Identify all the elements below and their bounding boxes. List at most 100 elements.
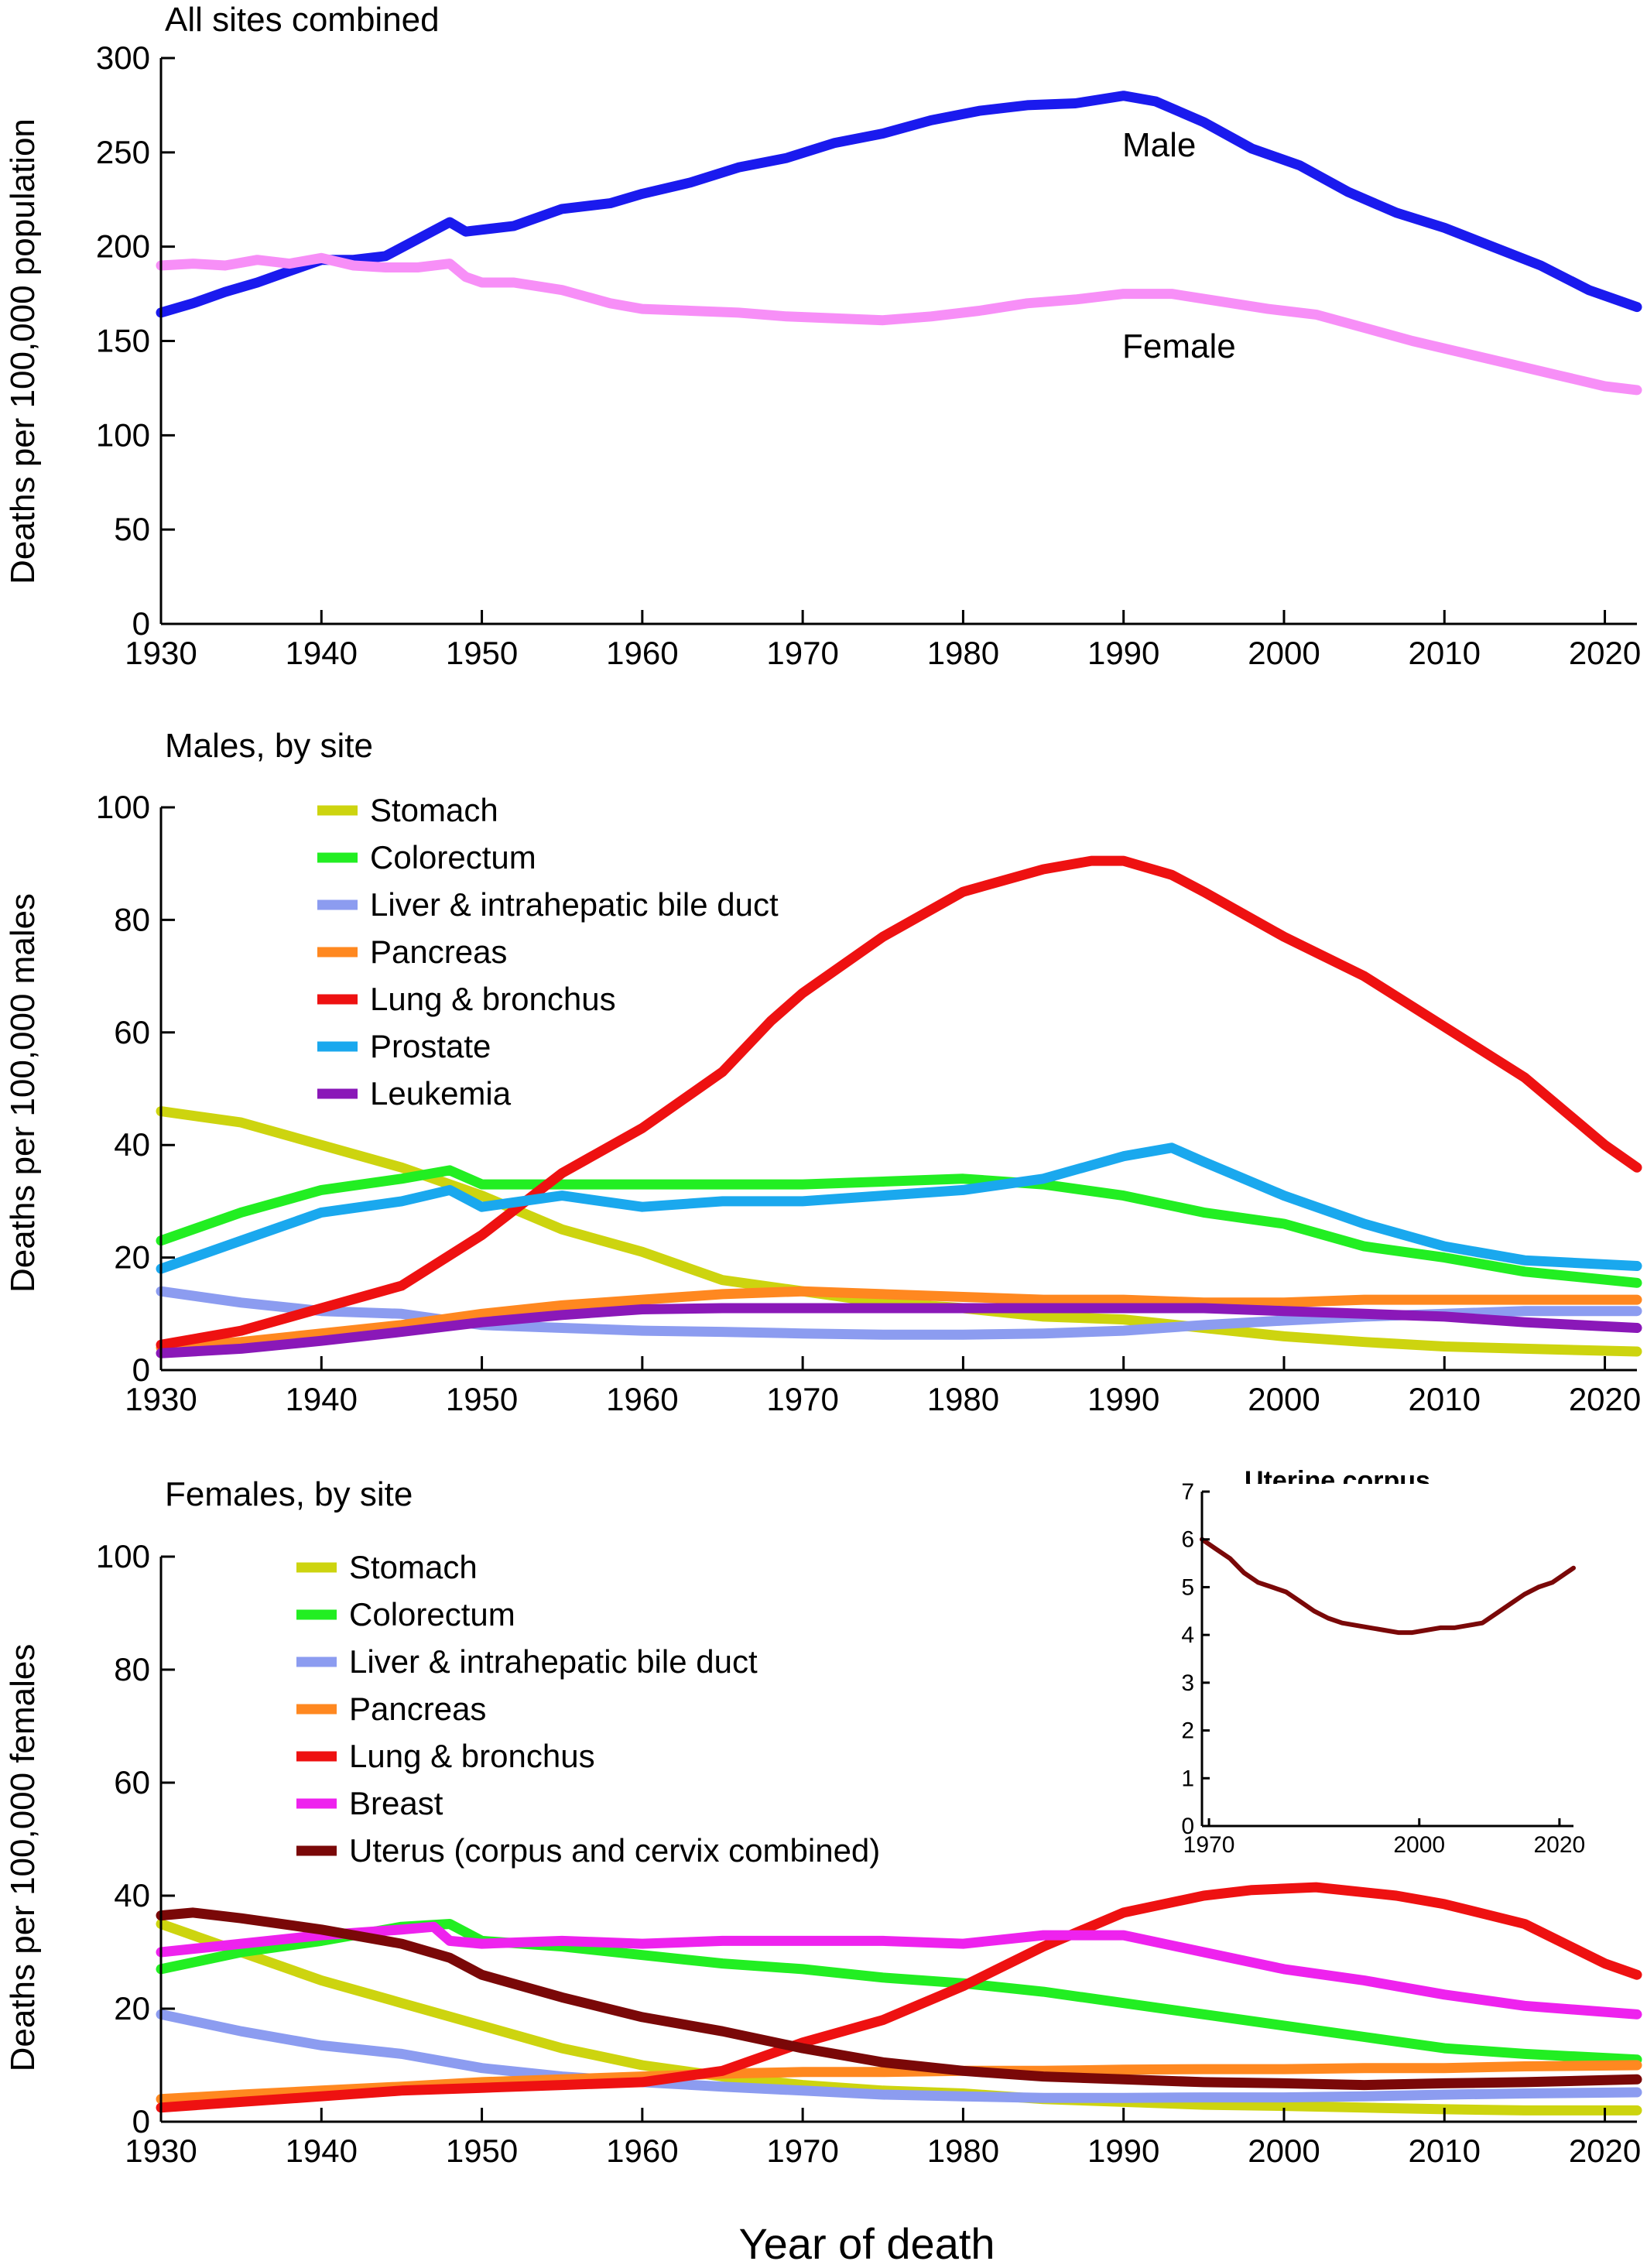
y-tick-label: 2 [1181,1718,1194,1744]
y-tick-label: 3 [1181,1670,1194,1696]
y-tick-label: 200 [96,228,150,265]
x-tick-label: 1940 [286,2133,358,2169]
panel-females: Females, by site Deaths per 100,000 fema… [4,1475,1642,2169]
inset-background [1186,1484,1589,1841]
x-tick-label: 1960 [606,1381,678,1417]
legend-entry: Uterus (corpus and cervix combined) [349,1832,880,1869]
series-line-lung-bronchus [156,855,1642,1350]
y-tick-label: 100 [96,1538,150,1574]
series-line-female [156,252,1642,396]
legend-entry: Prostate [370,1028,491,1064]
series-line-uterine-corpus [1200,1537,1576,1636]
y-tick-label: 300 [96,39,150,76]
panel-all-sites: All sites combined Deaths per 100,000 po… [4,1,1642,671]
legend-entry: Lung & bronchus [370,981,616,1017]
x-tick-label: 1950 [446,1381,518,1417]
y-tick-label: 0 [1181,1814,1194,1839]
x-tick-label: 1990 [1087,1381,1159,1417]
y-tick-label: 80 [114,1651,150,1687]
y-tick-label: 60 [114,1764,150,1800]
x-tick-label: 1940 [286,1381,358,1417]
series-line-pancreas [156,1286,1642,1353]
series-line-lung-bronchus [156,1882,1642,2113]
y-tick-label: 150 [96,323,150,359]
y-tick-label: 0 [132,605,150,642]
x-tick-label: 1990 [1087,2133,1159,2169]
y-tick-label: 40 [114,1877,150,1913]
y-tick-label: 100 [96,789,150,825]
legend-entry: Breast [349,1785,443,1821]
series-line-colorectum [156,1165,1642,1288]
x-tick-label: 1990 [1087,635,1159,671]
y-tick-label: 7 [1181,1479,1194,1505]
x-tick-label: 1980 [927,2133,999,2169]
x-tick-label: 1930 [125,1381,197,1417]
x-tick-label: 1970 [1183,1832,1235,1858]
legend-entry: Leukemia [370,1075,512,1112]
y-tick-label: 6 [1181,1527,1194,1553]
x-tick-label: 1970 [766,2133,838,2169]
legend-entry: Pancreas [349,1691,486,1727]
panel-title: Females, by site [165,1475,413,1513]
y-tick-label: 250 [96,134,150,170]
legend-entry: Colorectum [370,839,536,875]
y-tick-label: 20 [114,1990,150,2026]
x-tick-label: 1930 [125,2133,197,2169]
series-line-leukemia [156,1303,1642,1358]
y-tick-label: 60 [114,1014,150,1050]
y-tick-label: 0 [132,2103,150,2140]
x-tick-label: 2020 [1534,1832,1586,1858]
x-tick-label: 1970 [766,1381,838,1417]
panel-title: All sites combined [165,1,440,39]
x-tick-label: 1950 [446,635,518,671]
legend-entry: Lung & bronchus [349,1738,595,1774]
series-line-liver-intrahepatic-bile-duct [156,2009,1642,2103]
legend-entry: Liver & intrahepatic bile duct [349,1643,758,1680]
legend-entry: Stomach [370,792,498,828]
legend-entry: Stomach [349,1549,478,1585]
series-line-uterus-corpus-and-cervix-combined- [156,1907,1642,2091]
x-tick-label: 2020 [1569,635,1641,671]
legend-entry: Pancreas [370,934,507,970]
x-tick-label: 1970 [766,635,838,671]
y-tick-label: 50 [114,511,150,547]
x-tick-label: 1930 [125,635,197,671]
x-tick-label: 1980 [927,1381,999,1417]
x-tick-label: 1960 [606,2133,678,2169]
y-tick-label: 0 [132,1352,150,1388]
series-line-male [156,91,1642,318]
x-tick-label: 2010 [1409,1381,1481,1417]
legend-entry: Colorectum [349,1596,515,1632]
y-axis-label: Deaths per 100,000 population [4,118,42,584]
y-tick-label: 1 [1181,1766,1194,1791]
x-axis-title: Year of death [738,2219,995,2268]
x-tick-label: 1950 [446,2133,518,2169]
panel-males: Males, by site Deaths per 100,000 males … [4,727,1642,1417]
x-tick-label: 1960 [606,635,678,671]
x-tick-label: 2020 [1569,1381,1641,1417]
y-tick-label: 5 [1181,1574,1194,1600]
x-tick-label: 1940 [286,635,358,671]
y-axis-label: Deaths per 100,000 females [4,1644,42,2072]
y-tick-label: 40 [114,1126,150,1163]
panel-title: Males, by site [165,727,373,765]
y-tick-label: 20 [114,1239,150,1276]
y-tick-label: 80 [114,901,150,937]
female-series-label: Female [1122,327,1236,365]
x-tick-label: 2000 [1393,1832,1445,1858]
x-tick-label: 2000 [1248,1381,1320,1417]
series-line-breast [156,1921,1642,2020]
x-tick-label: 1980 [927,635,999,671]
male-series-label: Male [1122,126,1196,164]
x-tick-label: 2000 [1248,635,1320,671]
y-tick-label: 4 [1181,1622,1194,1648]
y-tick-label: 100 [96,416,150,453]
x-tick-label: 2010 [1409,2133,1481,2169]
series-line-prostate [156,1143,1642,1274]
series-line-stomach [156,1106,1642,1357]
x-tick-label: 2010 [1409,635,1481,671]
legend-entry: Liver & intrahepatic bile duct [370,886,779,923]
x-tick-label: 2020 [1569,2133,1641,2169]
